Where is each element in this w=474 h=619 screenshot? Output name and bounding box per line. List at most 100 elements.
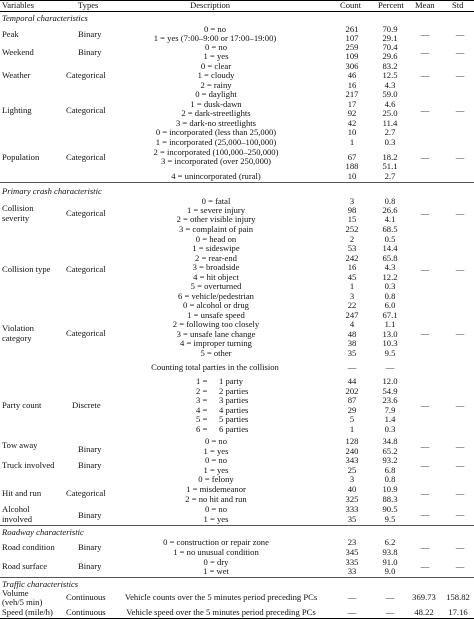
mean: — <box>420 488 430 498</box>
party-prefix: 5 = <box>196 414 208 424</box>
count: — <box>347 592 357 602</box>
type-peak: Binary <box>78 29 102 39</box>
var-collision-severity-2: severity <box>2 213 30 223</box>
count: 44 <box>347 376 357 386</box>
desc: 1 = sideswipe <box>192 243 240 253</box>
percent: 12.5 <box>382 70 398 80</box>
count: — <box>347 607 357 617</box>
party-prefix: 2 = <box>196 386 208 396</box>
std: — <box>455 264 465 274</box>
desc: 3 = dark-no streetlights <box>175 118 257 128</box>
count: 4 <box>349 319 355 329</box>
percent: 29.6 <box>382 51 398 61</box>
var-population: Population <box>2 152 40 162</box>
desc: 1 = yes <box>203 446 229 456</box>
percent: 12.0 <box>382 376 398 386</box>
var-lighting: Lighting <box>2 105 32 115</box>
desc: 2 = dark-streetlights <box>181 108 251 118</box>
count: 242 <box>345 253 359 263</box>
percent: 0.8 <box>384 196 396 206</box>
var-truck-involved: Truck involved <box>2 460 55 470</box>
percent: 1.1 <box>384 319 396 329</box>
type-road-surface: Binary <box>78 561 102 571</box>
desc: 6 parties <box>219 424 249 434</box>
count: 107 <box>345 33 359 43</box>
divider <box>0 577 474 578</box>
count: 217 <box>345 89 359 99</box>
count: 261 <box>345 24 359 34</box>
type-collision-severity: Categorical <box>66 208 106 218</box>
std: 158.82 <box>446 592 470 602</box>
var-volume-2: (veh/5 min) <box>2 597 43 607</box>
count: 335 <box>345 557 359 567</box>
count: 1 <box>349 424 355 434</box>
count: 15 <box>347 214 357 224</box>
desc: 0 = dry <box>203 557 229 567</box>
var-hit-and-run: Hit and run <box>2 488 42 498</box>
count: 202 <box>345 386 359 396</box>
type-truck-involved: Binary <box>78 460 102 470</box>
party-count-note: Counting total parties in the collision <box>151 362 279 372</box>
percent: 65.2 <box>382 446 398 456</box>
count: 16 <box>347 80 357 90</box>
count: 247 <box>345 310 359 320</box>
percent: — <box>385 362 395 372</box>
std: — <box>455 400 465 410</box>
count: 333 <box>345 504 359 514</box>
percent: 0.5 <box>384 234 396 244</box>
header-description: Description <box>190 0 231 10</box>
type-speed: Continuous <box>66 607 106 617</box>
var-violation-category: Violation <box>2 323 34 333</box>
percent: 6.8 <box>384 465 396 475</box>
desc: 1 = wet <box>203 566 229 576</box>
desc: Vehicle counts over the 5 minutes period… <box>124 592 318 602</box>
percent: 9.0 <box>384 566 396 576</box>
percent: 10.9 <box>382 484 398 494</box>
percent: 2.7 <box>384 127 396 137</box>
count: 92 <box>347 108 357 118</box>
party-prefix: 1 = <box>196 376 208 386</box>
type-violation-category: Categorical <box>66 328 106 338</box>
percent: 54.9 <box>382 386 398 396</box>
type-weekend: Binary <box>78 47 102 57</box>
desc: 0 = no <box>204 42 228 52</box>
count: 33 <box>347 566 357 576</box>
desc: 2 = rainy <box>200 80 232 90</box>
percent: 12.2 <box>382 272 398 282</box>
percent: — <box>385 592 395 602</box>
desc: 1 = yes <box>203 51 229 61</box>
var-collision-type: Collision type <box>2 264 51 274</box>
desc: 0 = no <box>204 455 228 465</box>
desc: 4 = improper turning <box>180 338 252 348</box>
mean: — <box>420 29 430 39</box>
count: 45 <box>347 272 357 282</box>
mean: — <box>420 47 430 57</box>
percent: 70.9 <box>382 24 398 34</box>
var-road-surface: Road surface <box>2 561 48 571</box>
desc: 1 = yes <box>203 514 229 524</box>
type-party-count: Discrete <box>72 400 101 410</box>
desc: 0 = alcohol or drug <box>183 300 249 310</box>
var-weather: Weather <box>2 70 31 80</box>
std: — <box>455 542 465 552</box>
percent: 4.3 <box>384 262 396 272</box>
mean: — <box>420 561 430 571</box>
percent: 93.2 <box>382 455 398 465</box>
header-types: Types <box>78 0 99 10</box>
std: — <box>455 105 465 115</box>
desc: 3 = complaint of pain <box>178 224 254 234</box>
var-alcohol-involved-2: involved <box>2 514 33 524</box>
std: — <box>455 29 465 39</box>
count: 98 <box>347 205 357 215</box>
count: 3 <box>349 291 355 301</box>
count: 1 <box>349 137 355 147</box>
desc: 0 = no <box>204 504 228 514</box>
percent: 88.3 <box>382 494 398 504</box>
count: — <box>347 362 357 372</box>
section-roadway: Roadway characteristic <box>2 527 84 537</box>
std: — <box>455 460 465 470</box>
desc: 0 = no <box>203 24 227 34</box>
desc: 3 = unsafe lane change <box>176 329 256 339</box>
mean: — <box>420 264 430 274</box>
